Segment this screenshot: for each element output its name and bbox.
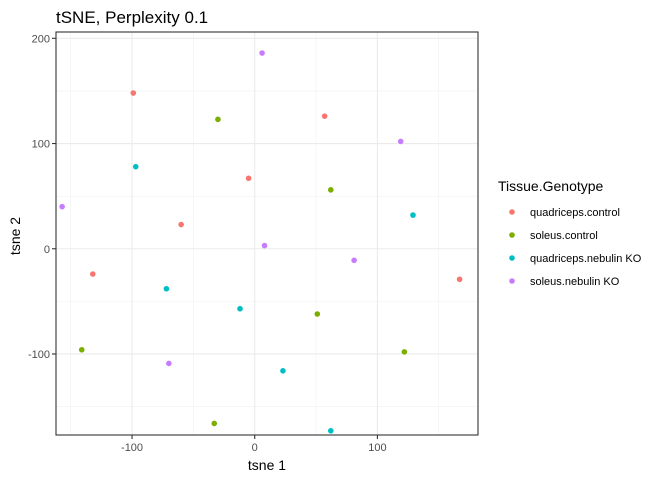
data-point [259,50,265,56]
data-point [261,242,268,249]
data-point [78,346,85,353]
data-point [245,175,252,182]
data-point [215,116,221,123]
data-point [130,90,137,96]
data-point [178,221,184,228]
y-tick-label: -100 [28,349,50,361]
x-tick-label: 100 [368,442,386,454]
x-tick-label: 0 [252,442,258,454]
data-point [397,138,404,145]
legend-key [509,209,515,215]
data-point [314,311,321,317]
axes: -100 0 100 -100 0 100 200 [28,33,387,454]
data-point [166,360,172,367]
y-axis-label: tsne 2 [7,217,23,255]
legend-key [509,255,515,261]
y-tick-label: 0 [44,244,50,256]
data-point [90,271,96,277]
data-point [410,212,416,218]
legend: Tissue.Genotype quadriceps.control soleus… [498,178,642,288]
legend-label: quadriceps.nebulin KO [530,253,642,265]
data-point [211,420,218,427]
y-tick-label: 200 [32,33,50,45]
data-point [327,187,334,193]
data-point [401,349,408,355]
legend-key [509,232,515,238]
data-point [163,285,170,292]
data-point [59,203,65,210]
x-tick-label: -100 [121,442,143,454]
chart-title: tSNE, Perplexity 0.1 [56,8,208,27]
data-point [351,257,357,264]
legend-title: Tissue.Genotype [498,178,604,194]
legend-label: soleus.nebulin KO [530,276,620,288]
data-point [321,113,328,119]
data-point [132,163,139,170]
legend-label: soleus.control [530,230,598,242]
data-point [327,427,334,434]
data-point [456,276,463,283]
x-axis-label: tsne 1 [248,457,286,473]
legend-key [509,278,515,284]
panel-background [56,32,478,435]
y-tick-label: 100 [32,139,50,151]
data-point [237,305,243,312]
data-point [280,368,286,374]
plot-panel [55,31,479,436]
panel-border [55,31,479,436]
legend-label: quadriceps.control [530,207,620,219]
